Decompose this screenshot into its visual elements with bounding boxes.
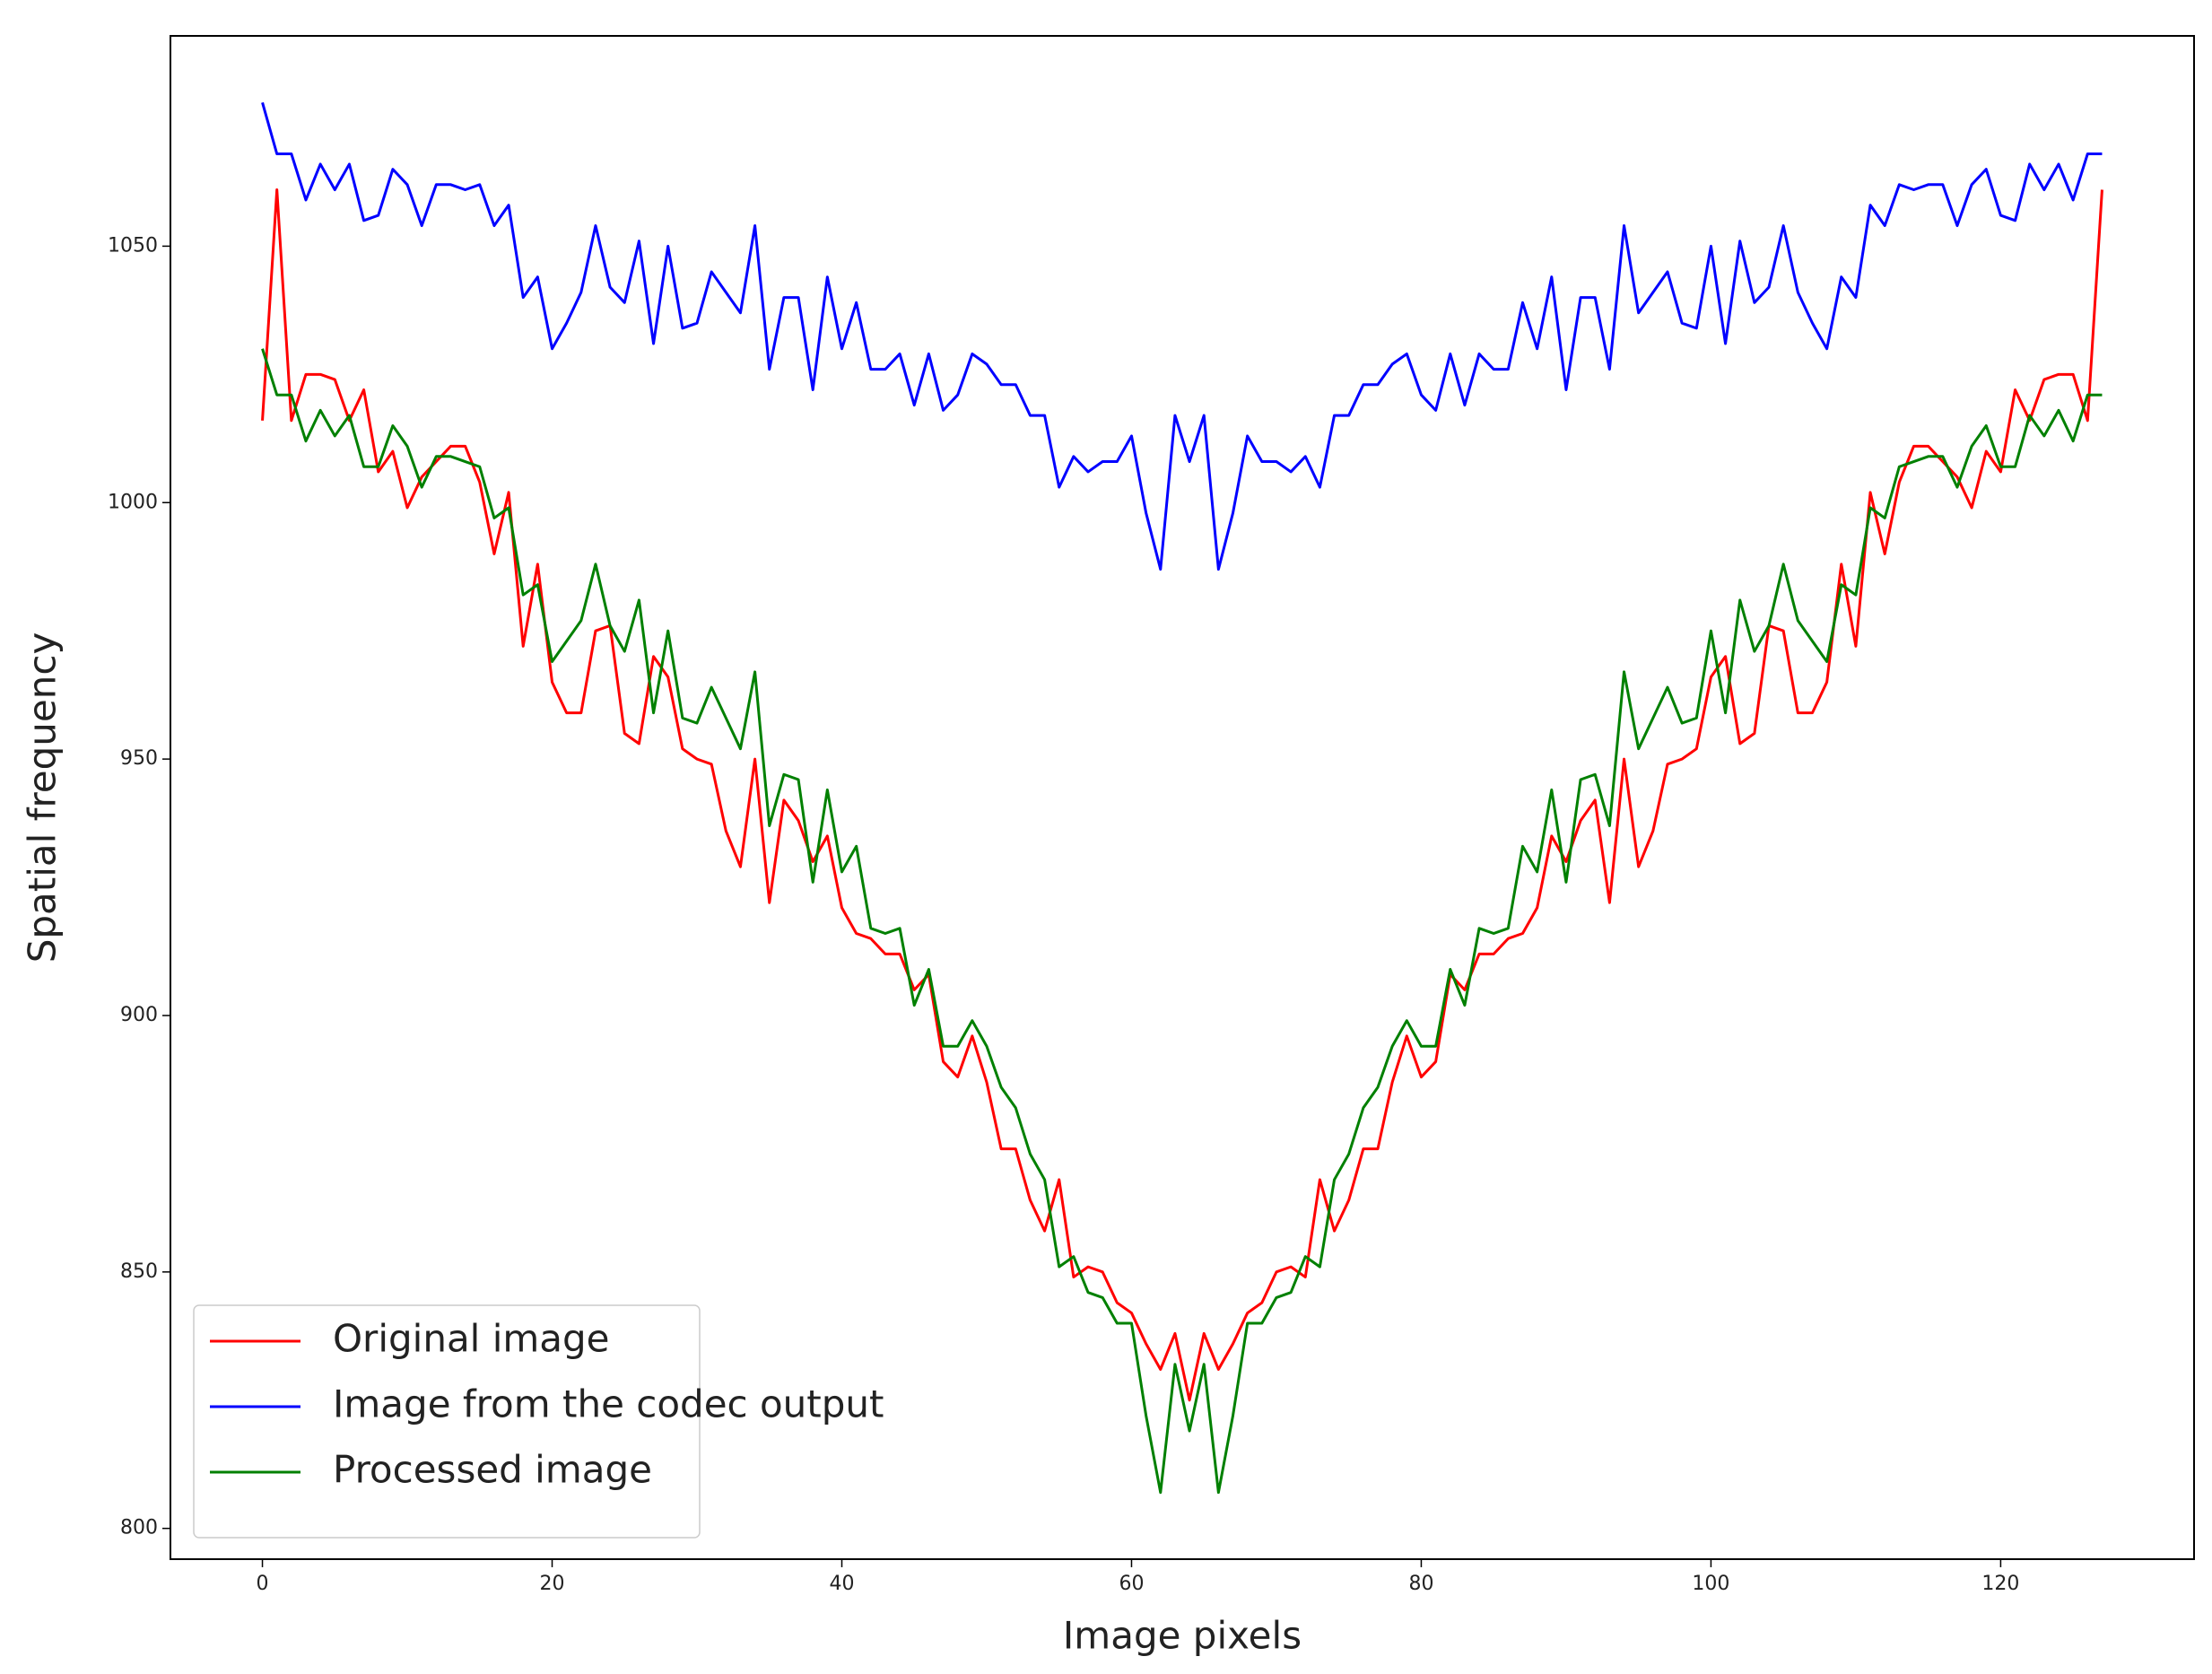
- y-axis-label: Spatial frequency: [21, 632, 65, 963]
- legend-label: Original image: [333, 1317, 610, 1361]
- x-tick-label: 0: [257, 1573, 269, 1595]
- y-tick-label: 950: [120, 747, 158, 770]
- legend-box: [193, 1304, 701, 1539]
- x-tick-label: 20: [540, 1573, 565, 1595]
- x-tick-label: 120: [1981, 1573, 2019, 1595]
- y-tick-label: 900: [120, 1004, 158, 1026]
- legend: Original image Image from the codec outpu…: [193, 1304, 884, 1539]
- x-tick-label: 60: [1119, 1573, 1144, 1595]
- legend-label: Image from the codec output: [333, 1382, 884, 1426]
- series-line: [261, 188, 2103, 1402]
- x-tick-label: 100: [1692, 1573, 1729, 1595]
- x-tick-label: 40: [830, 1573, 855, 1595]
- series-line: [261, 348, 2103, 1495]
- y-tick-label: 850: [120, 1260, 158, 1283]
- series-line: [261, 101, 2103, 571]
- x-axis-label: Image pixels: [1063, 1614, 1302, 1658]
- y-tick-label: 1000: [108, 491, 158, 513]
- legend-label: Processed image: [333, 1448, 652, 1492]
- plot-frame: [170, 35, 2195, 1560]
- y-tick-label: 1050: [108, 234, 158, 257]
- y-tick-label: 800: [120, 1517, 158, 1539]
- x-tick-label: 80: [1408, 1573, 1433, 1595]
